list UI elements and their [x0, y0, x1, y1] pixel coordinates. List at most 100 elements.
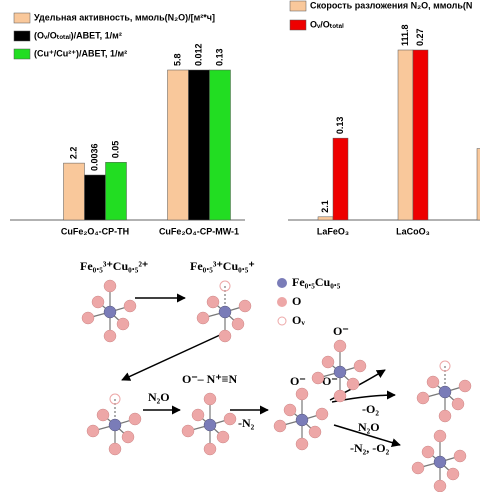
molecule — [273, 387, 329, 451]
bar — [476, 148, 480, 221]
state-label: Fe₀.₅³⁺Cu₀.₅²⁺ — [80, 259, 148, 273]
step-label: N₂O — [358, 420, 380, 434]
oxygen-atom — [433, 429, 447, 443]
metal-atom — [295, 413, 309, 427]
oxygen-atom — [295, 387, 309, 401]
value-label: 0.13 — [214, 48, 224, 66]
value-label: 2.1 — [320, 200, 330, 213]
x-tick-label: CuFe₂O₄-CP-TH — [61, 226, 129, 236]
oxygen-atom — [91, 295, 105, 309]
oxygen-atom — [321, 355, 335, 369]
oxygen-atom — [446, 467, 460, 481]
bar — [84, 174, 106, 221]
oxygen-atom — [216, 430, 230, 444]
oxygen-atom — [206, 295, 220, 309]
oxygen-atom — [273, 419, 287, 433]
oxygen-atom — [116, 317, 130, 331]
molecule — [411, 429, 467, 492]
value-label: 5.8 — [172, 53, 182, 66]
value-label: 0.13 — [335, 117, 345, 135]
oxygen-atom — [315, 407, 329, 421]
metal-atom — [218, 305, 232, 319]
value-label: 0.012 — [193, 43, 203, 66]
oxygen-atom — [191, 408, 205, 422]
bar — [412, 49, 429, 221]
legend-swatch — [13, 48, 31, 60]
legend-swatch — [13, 30, 31, 42]
oxygen-atom — [433, 479, 447, 492]
species-label: O⁻ — [322, 374, 338, 388]
oxygen-atom — [86, 424, 100, 438]
legend-label: Скорость разложения N₂O, ммоль(N — [310, 0, 472, 10]
oxygen-atom — [223, 412, 237, 426]
legend-oxygen — [277, 297, 287, 307]
step-label: -O₂ — [362, 402, 379, 416]
bar — [188, 69, 210, 221]
metal-atom — [108, 418, 122, 432]
legend-label: (Cu⁺/Cu²⁺)/ABET, 1/м² — [34, 48, 127, 58]
oxygen-atom — [438, 409, 452, 423]
value-label: 0.05 — [110, 141, 120, 159]
bar — [397, 49, 414, 221]
value-label: 0.0036 — [89, 143, 99, 171]
bar — [105, 162, 127, 221]
oxygen-atom — [203, 442, 217, 456]
oxygen-atom — [458, 379, 472, 393]
oxygen-atom — [308, 425, 322, 439]
oxygen-atom — [128, 412, 142, 426]
metal-atom — [433, 455, 447, 469]
legend-swatch — [289, 0, 307, 12]
legend-metal — [277, 278, 287, 288]
molecule — [181, 392, 237, 456]
oxygen-atom — [196, 311, 210, 325]
metal-atom — [333, 365, 347, 379]
bar — [167, 69, 189, 221]
molecule — [196, 280, 252, 343]
vacancy — [219, 280, 231, 292]
value-label: 2.2 — [68, 147, 78, 160]
oxygen-atom — [333, 339, 347, 353]
oxygen-atom — [218, 329, 232, 343]
species-label: O⁻– N⁺≡N — [182, 372, 238, 386]
oxygen-atom — [453, 449, 467, 463]
oxygen-atom — [451, 397, 465, 411]
value-label: 0.27 — [415, 28, 425, 46]
step-label: -N₂ — [238, 416, 255, 430]
oxygen-atom — [283, 403, 297, 417]
metal-atom — [103, 305, 117, 319]
molecule — [311, 339, 367, 403]
step-label: N₂O — [148, 390, 170, 404]
species-label: O⁻ — [333, 324, 349, 338]
oxygen-atom — [123, 299, 137, 313]
oxygen-atom — [311, 371, 325, 385]
oxygen-atom — [81, 311, 95, 325]
step-label: -N₂, -O₂ — [350, 441, 390, 455]
oxygen-atom — [411, 461, 425, 475]
legend-label: (Oᵥ/Oₜₒₜₐₗ)/ABET, 1/м² — [34, 30, 122, 40]
vacancy — [109, 393, 121, 405]
arrow — [333, 424, 401, 447]
bar — [63, 162, 85, 221]
bar — [332, 137, 349, 221]
oxygen-atom — [231, 317, 245, 331]
oxygen-atom — [333, 389, 347, 403]
value-label: 111.8 — [400, 24, 410, 46]
molecule — [86, 393, 142, 456]
oxygen-atom — [346, 377, 360, 391]
legend-label: Удельная активность, ммоль(N₂O)/[м²*ч] — [34, 12, 215, 22]
bar — [317, 216, 334, 221]
legend-label: Oᵥ — [292, 313, 305, 327]
bar — [209, 69, 231, 221]
oxygen-atom — [416, 391, 430, 405]
oxygen-atom — [96, 408, 110, 422]
oxygen-atom — [295, 437, 309, 451]
value-label: 47.0 — [479, 127, 480, 145]
legend-label: O — [292, 294, 301, 308]
oxygen-atom — [108, 442, 122, 456]
oxygen-atom — [238, 299, 252, 313]
legend-label: Oᵥ/Oₜₒₜₐₗ — [310, 19, 344, 29]
oxygen-atom — [353, 359, 367, 373]
molecule — [81, 279, 137, 343]
legend-label: Fe₀.₅Cu₀.₅ — [292, 275, 341, 289]
metal-atom — [203, 418, 217, 432]
